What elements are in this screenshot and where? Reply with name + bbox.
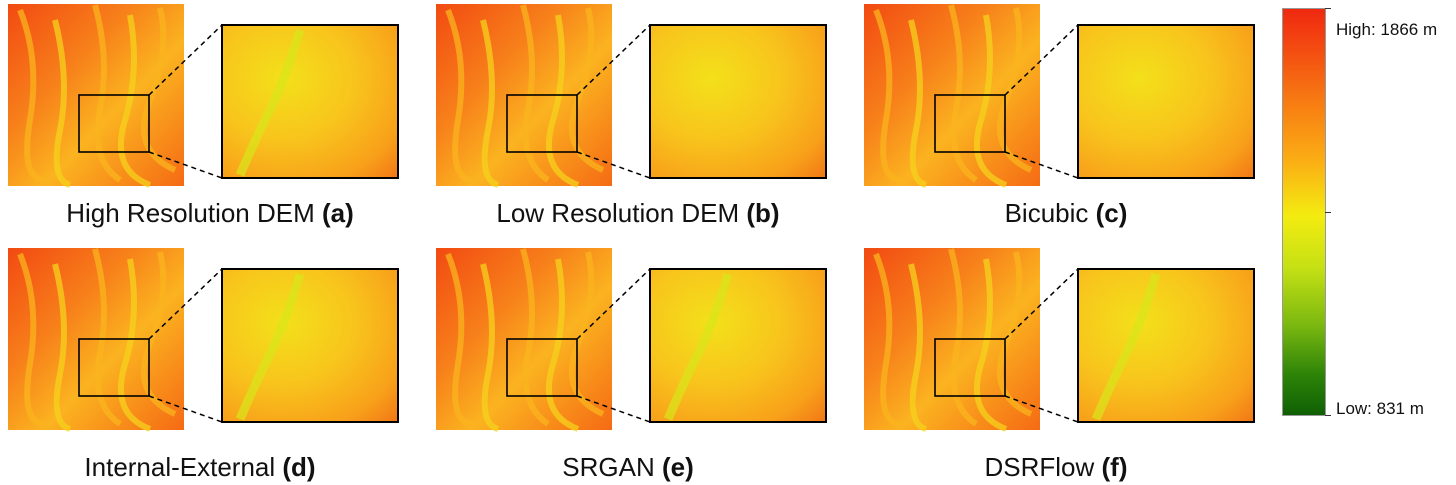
caption-e: SRGAN (e) xyxy=(428,452,828,483)
caption-a: High Resolution DEM (a) xyxy=(0,198,420,229)
caption-a-text: High Resolution DEM xyxy=(66,198,322,228)
panel-c xyxy=(856,0,1276,240)
dem-figure-d xyxy=(8,248,399,432)
zoom-region-box xyxy=(78,94,150,153)
caption-f-letter: (f) xyxy=(1101,452,1128,482)
caption-b: Low Resolution DEM (b) xyxy=(428,198,848,229)
zoom-region-box xyxy=(934,338,1006,397)
zoomed-view-c xyxy=(1077,24,1255,179)
dem-figure-a xyxy=(8,4,399,188)
caption-e-text: SRGAN xyxy=(562,452,662,482)
caption-c: Bicubic (c) xyxy=(856,198,1276,229)
panel-d xyxy=(0,244,420,484)
colorbar-tick-mid xyxy=(1325,212,1331,213)
colorbar-tick-top xyxy=(1325,8,1331,9)
caption-f: DSRFlow (f) xyxy=(856,452,1256,483)
zoom-region-box xyxy=(506,338,578,397)
dem-figure-c xyxy=(864,4,1255,188)
caption-a-letter: (a) xyxy=(322,198,354,228)
zoom-region-box xyxy=(78,338,150,397)
caption-d-text: Internal-External xyxy=(84,452,283,482)
caption-d: Internal-External (d) xyxy=(0,452,400,483)
caption-d-letter: (d) xyxy=(282,452,316,482)
zoomed-view-b xyxy=(649,24,827,179)
panel-b xyxy=(428,0,848,240)
caption-c-text: Bicubic xyxy=(1004,198,1096,228)
dem-figure-e xyxy=(436,248,827,432)
dem-figure-b xyxy=(436,4,827,188)
caption-f-text: DSRFlow xyxy=(984,452,1102,482)
panel-f xyxy=(856,244,1276,484)
caption-c-letter: (c) xyxy=(1095,198,1128,228)
caption-b-letter: (b) xyxy=(746,198,780,228)
panel-a xyxy=(0,0,420,240)
zoom-region-box xyxy=(934,94,1006,153)
zoom-region-box xyxy=(506,94,578,153)
colorbar-low-label: Low: 831 m xyxy=(1336,399,1424,418)
panel-e xyxy=(428,244,848,484)
colorbar-high-label: High: 1866 m xyxy=(1336,20,1438,39)
colorbar-tick-bottom xyxy=(1325,415,1331,416)
dem-figure-f xyxy=(864,248,1255,432)
elevation-colorbar xyxy=(1282,8,1326,416)
caption-e-letter: (e) xyxy=(661,452,694,482)
caption-b-text: Low Resolution DEM xyxy=(496,198,747,228)
